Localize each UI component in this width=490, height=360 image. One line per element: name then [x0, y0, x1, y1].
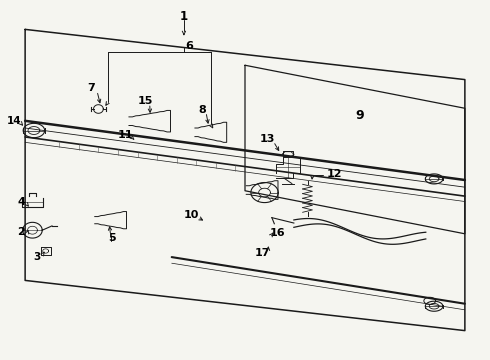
Text: 14: 14: [6, 116, 21, 126]
Text: 1: 1: [180, 10, 188, 23]
Text: 6: 6: [185, 41, 193, 50]
Text: 8: 8: [198, 105, 206, 115]
Text: 16: 16: [270, 228, 285, 238]
Text: 12: 12: [327, 168, 343, 179]
Text: 5: 5: [108, 233, 116, 243]
Text: 10: 10: [184, 210, 199, 220]
Text: 2: 2: [17, 227, 25, 237]
Text: 13: 13: [259, 134, 275, 144]
Text: 3: 3: [33, 252, 41, 262]
Text: 17: 17: [255, 248, 270, 258]
Text: 4: 4: [17, 197, 25, 207]
Text: 15: 15: [138, 96, 153, 106]
Text: 11: 11: [118, 130, 134, 140]
Text: 9: 9: [355, 109, 364, 122]
Text: 7: 7: [87, 83, 95, 93]
